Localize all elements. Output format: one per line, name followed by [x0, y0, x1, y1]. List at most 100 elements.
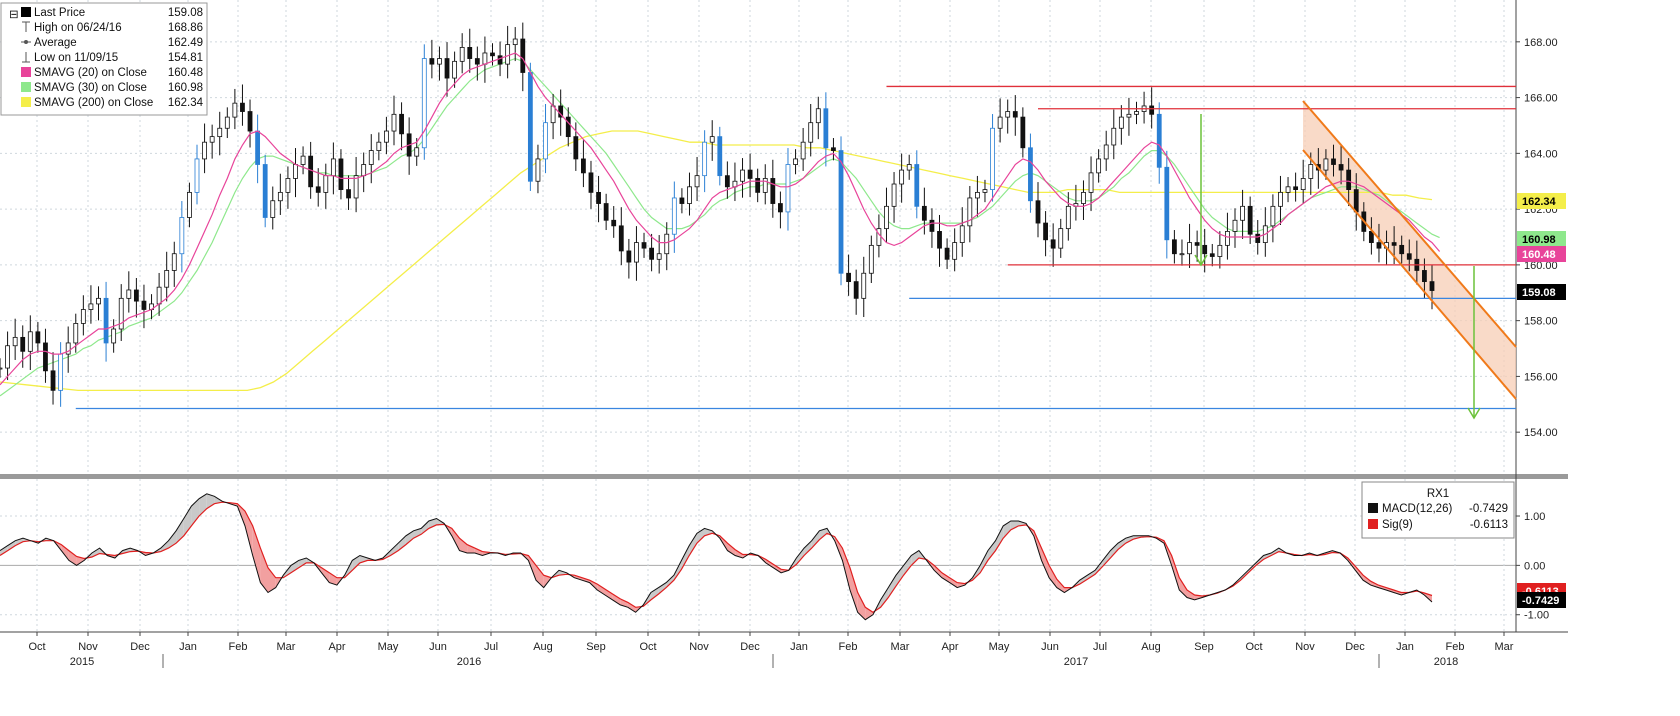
candle-body [300, 155, 306, 165]
candle-body [103, 297, 109, 344]
candle-body [702, 141, 708, 177]
candle-body [603, 203, 609, 221]
candle-body [535, 158, 541, 182]
candle-body [747, 169, 753, 179]
candle-body [588, 172, 594, 193]
macd-histogram-fill [941, 572, 950, 583]
candle-body [1156, 113, 1162, 168]
candle-body [5, 345, 10, 369]
legend-row: SMAVG (30) on Close 160.98 [21, 82, 203, 94]
x-tick-label: Mar [891, 641, 910, 653]
value-tag-label: 162.34 [1522, 196, 1557, 208]
candle-body [1012, 111, 1018, 118]
macd-histogram-fill [1041, 548, 1050, 578]
macd-histogram-fill [474, 548, 483, 556]
candle-body [293, 164, 298, 179]
x-tick-label: Feb [839, 641, 858, 653]
macd-histogram-fill [1095, 560, 1103, 575]
candle-body [20, 336, 26, 352]
macd-histogram-fill [61, 544, 69, 561]
candle-body [315, 186, 321, 193]
x-year-label: 2015 [70, 656, 94, 668]
candle-body [740, 169, 745, 182]
candle-body [1111, 127, 1117, 146]
macd-y-tick-label: 1.00 [1524, 511, 1545, 523]
x-tick-label: Oct [1245, 641, 1262, 653]
legend-swatch [21, 82, 31, 92]
candle-body [1232, 219, 1238, 232]
macd-histogram-fill [451, 528, 460, 551]
candle-body [634, 242, 639, 263]
candle-body [414, 147, 420, 157]
candle-body [815, 108, 821, 124]
candle-body [1050, 239, 1056, 249]
macd-histogram-fill [7, 540, 16, 551]
x-tick-label: Dec [130, 641, 150, 653]
macd-histogram-fill [727, 543, 736, 556]
candle-body [1164, 166, 1170, 241]
macd-histogram-fill [934, 565, 942, 578]
candle-body [649, 247, 654, 260]
candle-body [187, 191, 192, 218]
x-year-label: 2017 [1064, 656, 1088, 668]
candle-body [353, 175, 359, 199]
value-tag-bg [1517, 592, 1566, 608]
chart-window: 154.00 156.00 158.00 160.00 162.00 164.00 166.… [0, 0, 1568, 668]
candle-body [770, 178, 776, 204]
macd-histogram-fill [1003, 521, 1011, 539]
y-tick-label: 158.00 [1524, 316, 1558, 328]
candle-body [550, 105, 556, 124]
x-tick-label: Sep [1194, 641, 1214, 653]
candle-body [459, 47, 465, 62]
annotation-levels [75, 85, 1517, 410]
candle-body [73, 323, 79, 344]
x-tick-label: Aug [1141, 641, 1161, 653]
candle-body [679, 197, 685, 204]
candle-body [444, 58, 450, 79]
candle-body [1058, 228, 1064, 249]
legend-swatch [21, 67, 31, 77]
candle-body [573, 136, 579, 160]
candle-body [338, 158, 344, 191]
macd-histogram-fill [857, 592, 866, 620]
macd-histogram-fill [390, 543, 399, 556]
macd-histogram-fill [1087, 570, 1096, 580]
candle-body [581, 158, 586, 174]
x-tick-label: Mar [1495, 641, 1514, 653]
candle-body [944, 247, 950, 260]
candle-body [247, 111, 253, 132]
legend-value: 159.08 [168, 7, 203, 19]
legend-label: SMAVG (20) on Close [34, 67, 147, 79]
annotation-arrows [1194, 114, 1481, 420]
macd-histogram-fill [903, 555, 912, 576]
candle-body [937, 231, 942, 249]
macd-histogram-fill [214, 496, 223, 504]
macd-histogram-fill [1079, 575, 1088, 585]
candle-body [929, 219, 935, 232]
macd-histogram-fill [949, 577, 958, 588]
channel-line [1302, 100, 1517, 348]
candle-body [164, 270, 170, 288]
x-ticks: Oct Nov Dec Jan Feb Mar Apr May Jun Jul Aug Sep Oct N… [28, 632, 1514, 668]
y-tick-label: 168.00 [1524, 37, 1558, 49]
candle-body [1391, 242, 1397, 246]
candle-body [694, 175, 700, 188]
legend-row: High on 06/24/16 168.86 [22, 21, 203, 34]
candle-body [687, 186, 692, 204]
legend-row: Last Price 159.08 [21, 7, 203, 19]
candle-body [437, 58, 442, 65]
candle-body [717, 136, 723, 177]
candle-body [868, 244, 874, 274]
candle-body [921, 205, 927, 221]
candle-body [838, 150, 844, 274]
candle-body [96, 297, 101, 305]
macd-y-ticks: -1.00 0.00 1.00 [1516, 511, 1549, 622]
candle-body [156, 286, 162, 305]
candle-body [399, 113, 404, 135]
candle-body [224, 116, 230, 129]
legend-value: 160.98 [168, 82, 203, 94]
candle-body [914, 164, 920, 207]
macd-histogram-fill [627, 602, 636, 613]
candle-body [118, 297, 124, 330]
